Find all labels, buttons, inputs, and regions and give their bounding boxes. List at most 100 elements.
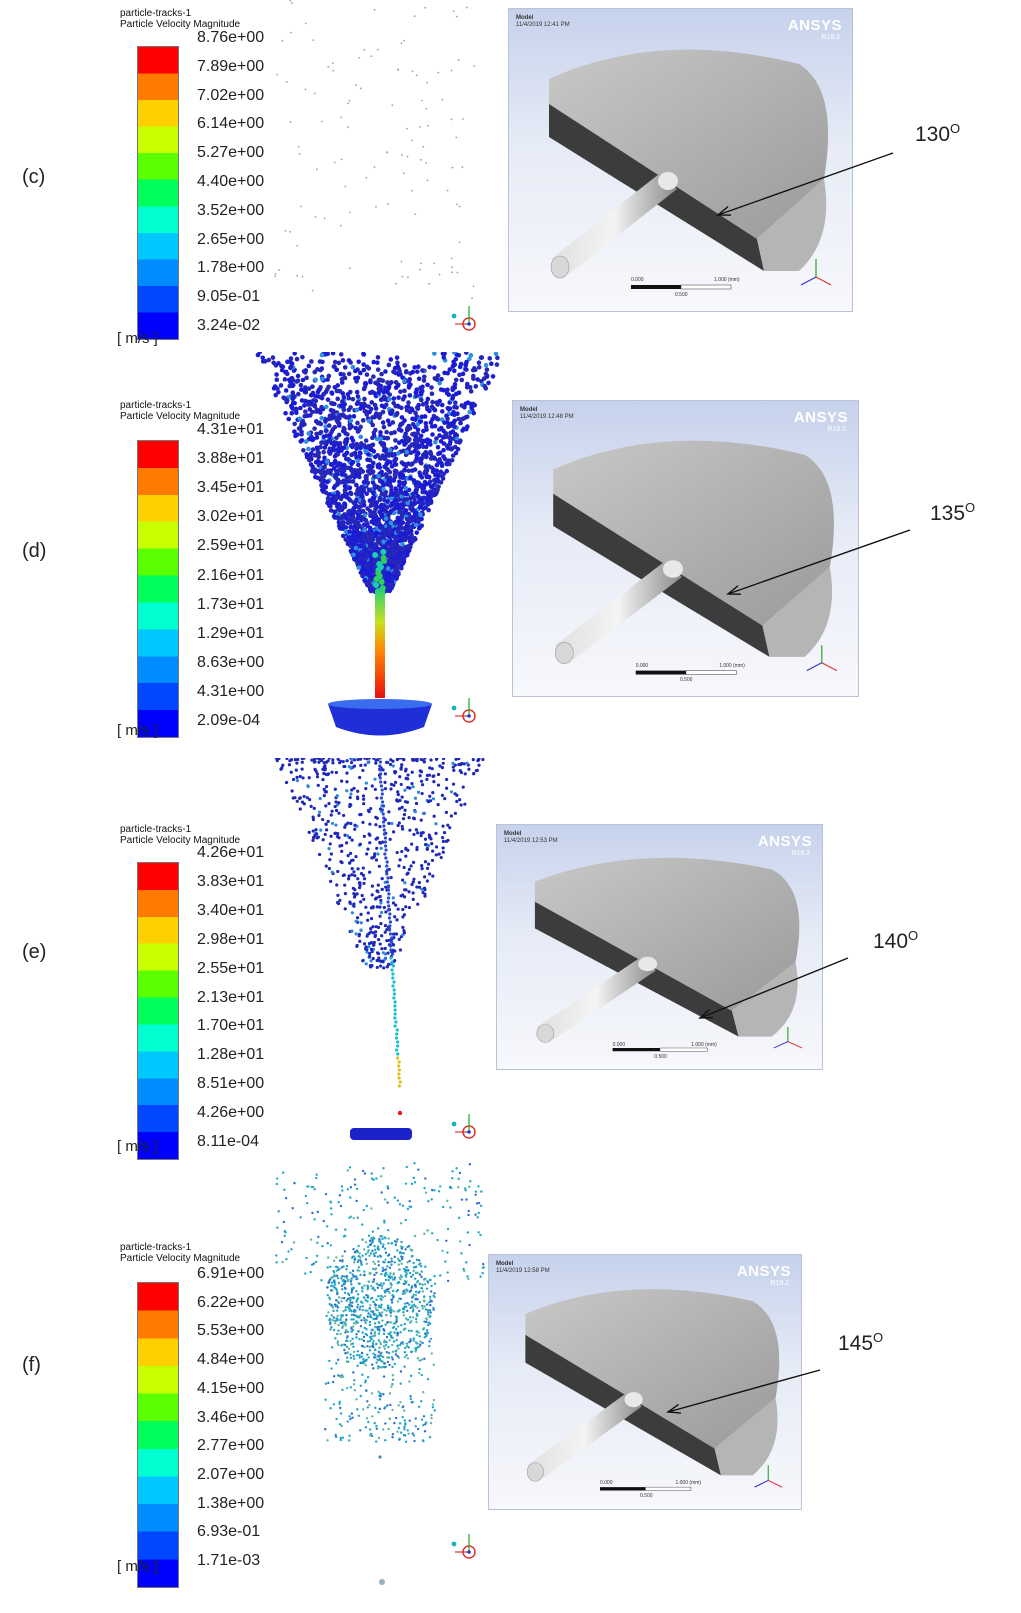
- particle-track-plot: particle-tracks-1 Particle Velocity Magni…: [105, 1162, 505, 1613]
- colorbar-tick-label: 4.15e+00: [197, 1379, 265, 1397]
- colorbar-tick-label: 2.09e-04: [197, 712, 261, 729]
- model-header: Model 11/4/2019 12:53 PM: [504, 831, 558, 845]
- colorbar-tick-label: 4.31e+01: [197, 421, 265, 438]
- colorbar-tick-label: 3.83e+01: [197, 872, 265, 890]
- panel-label: (d): [22, 540, 47, 562]
- panel-label: (e): [22, 941, 47, 963]
- colorbar-tick-label: 3.88e+01: [197, 450, 265, 468]
- cone-angle-value: 140: [873, 930, 909, 953]
- colorbar-tick-label: 8.11e-04: [197, 1133, 259, 1150]
- scale-label-left: 0.000: [612, 1041, 626, 1048]
- axis-triad-icon: [451, 698, 476, 723]
- axis-triad-icon: [451, 1114, 476, 1139]
- ansys-version: R19.2: [821, 34, 840, 41]
- model-side-face: [714, 1397, 778, 1476]
- scale-label-mid: 0.500: [679, 677, 693, 684]
- model-viewport: Model 11/4/2019 12:41 PM ANSYS R19.2 0.000 1.…: [508, 8, 853, 312]
- scale-label-right: 1.000 (mm): [719, 662, 745, 669]
- figure-panel-f: (f) particle-tracks-1 Particle Velocity Ma…: [0, 1162, 1021, 1613]
- particle-spray-image: [274, 0, 476, 300]
- particle-track-plot: particle-tracks-1 Particle Velocity Magni…: [105, 758, 505, 1160]
- plot-title-line2: Particle Velocity Magnitude: [120, 411, 241, 422]
- colorbar-tick-label: 1.29e+01: [197, 624, 265, 642]
- ansys-version: R19.2: [827, 426, 846, 433]
- colorbar-tick-label: 5.27e+00: [197, 144, 265, 162]
- model-geometry: [534, 857, 803, 1052]
- scale-label-right: 1.000 (mm): [714, 277, 740, 283]
- colorbar-tick-label: 3.24e-02: [197, 317, 261, 334]
- colorbar-tick-label: 7.89e+00: [197, 57, 265, 75]
- scale-label-right: 1.000 (mm): [675, 1480, 702, 1487]
- colorbar-tick-label: 2.13e+01: [197, 988, 265, 1006]
- figure-panel-d: (d) particle-tracks-1 Particle Velocity Ma…: [0, 352, 1021, 744]
- cone-angle-degree: O: [908, 928, 919, 943]
- model-title: Model: [504, 831, 522, 837]
- model-timestamp: 11/4/2019 12:41 PM: [516, 22, 570, 28]
- scale-label-mid: 0.500: [675, 292, 688, 298]
- figure-panel-c: (c) particle-tracks-1 Particle Velocity Ma…: [0, 0, 1021, 350]
- model-viewport: Model 11/4/2019 12:48 PM ANSYS R19.2 0.000 1.…: [512, 400, 859, 697]
- colorbar-tick-label: 2.16e+01: [197, 566, 265, 584]
- scale-bar-white: [680, 284, 732, 290]
- colorbar-tick-label: 3.52e+00: [197, 201, 265, 219]
- model-title: Model: [520, 407, 538, 413]
- colorbar-tick-label: 1.28e+01: [197, 1046, 265, 1064]
- cone-angle-value: 130: [915, 123, 951, 146]
- cone-angle-label: 130O: [915, 121, 960, 147]
- ansys-version: R19.2: [791, 850, 810, 857]
- plot-title-line2: Particle Velocity Magnitude: [120, 1253, 241, 1264]
- model-timestamp: 11/4/2019 12:48 PM: [520, 414, 574, 420]
- colorbar-tick-label: 3.40e+01: [197, 901, 265, 919]
- colorbar-tick-label: 8.76e+00: [197, 29, 265, 46]
- model-nozzle-rod: [555, 562, 682, 660]
- colorbar-tick-label: 4.31e+00: [197, 682, 265, 700]
- colorbar-tick-label: 8.51e+00: [197, 1075, 265, 1093]
- colorbar-legend: [137, 46, 179, 340]
- particle-spray-image: [255, 352, 500, 736]
- cone-angle-degree: O: [873, 1330, 884, 1345]
- model-header: Model 11/4/2019 12:48 PM: [520, 407, 574, 421]
- model-geometry: [525, 1289, 783, 1491]
- ansys-logo: ANSYS: [736, 1263, 791, 1280]
- colorbar-unit-label: [ m/s ]: [117, 1138, 158, 1155]
- colorbar-legend: [137, 862, 179, 1160]
- scale-bar-black: [599, 1487, 646, 1491]
- scale-label-right: 1.000 (mm): [691, 1041, 717, 1048]
- ansys-logo: ANSYS: [793, 409, 848, 426]
- cone-angle-value: 145: [838, 1332, 874, 1355]
- colorbar-tick-label: 6.93e-01: [197, 1523, 261, 1541]
- colorbar-legend: [137, 440, 179, 738]
- colorbar-tick-label: 3.45e+01: [197, 479, 265, 497]
- particle-track-plot: particle-tracks-1 Particle Velocity Magni…: [105, 0, 505, 350]
- colorbar-tick-label: 3.02e+01: [197, 508, 265, 526]
- colorbar-tick-label: 9.05e-01: [197, 288, 261, 306]
- plot-title-line1: particle-tracks-1: [120, 824, 192, 835]
- injector-dish: [350, 1128, 412, 1140]
- plot-title-line1: particle-tracks-1: [120, 1242, 192, 1253]
- colorbar-tick-label: 2.55e+01: [197, 959, 265, 977]
- plot-title-line2: Particle Velocity Magnitude: [120, 19, 241, 30]
- scale-label-mid: 0.500: [639, 1493, 653, 1500]
- cone-angle-degree: O: [965, 500, 976, 515]
- colorbar-tick-label: 6.22e+00: [197, 1293, 265, 1311]
- triad-x-axis: [815, 276, 832, 286]
- model-nozzle-rod: [551, 174, 677, 274]
- particle-track-plot: particle-tracks-1 Particle Velocity Magni…: [105, 352, 505, 744]
- colorbar-tick-label: 3.46e+00: [197, 1408, 265, 1426]
- colorbar-tick-label: 5.53e+00: [197, 1322, 265, 1340]
- scale-label-mid: 0.500: [654, 1053, 667, 1060]
- particle-spray-image: [274, 758, 485, 1140]
- model-viewport: Model 11/4/2019 12:53 PM ANSYS R19.2 0.000 1.…: [496, 824, 823, 1070]
- triad-z-axis: [800, 276, 817, 286]
- model-viewport: Model 11/4/2019 12:58 PM ANSYS R19.2 0.000 1.…: [488, 1254, 802, 1510]
- colorbar-tick-label: 6.91e+00: [197, 1265, 265, 1282]
- model-nozzle-rod: [527, 1393, 642, 1478]
- colorbar-tick-label: 1.73e+01: [197, 595, 265, 613]
- colorbar-tick-label: 7.02e+00: [197, 86, 265, 104]
- cone-angle-label: 135O: [930, 500, 975, 526]
- colorbar-tick-label: 2.77e+00: [197, 1437, 265, 1455]
- cone-angle-label: 145O: [838, 1330, 883, 1356]
- colorbar-unit-label: [ m/s ]: [117, 1558, 158, 1575]
- panel-label: (f): [22, 1354, 41, 1376]
- colorbar-tick-label: 1.71e-03: [197, 1552, 261, 1569]
